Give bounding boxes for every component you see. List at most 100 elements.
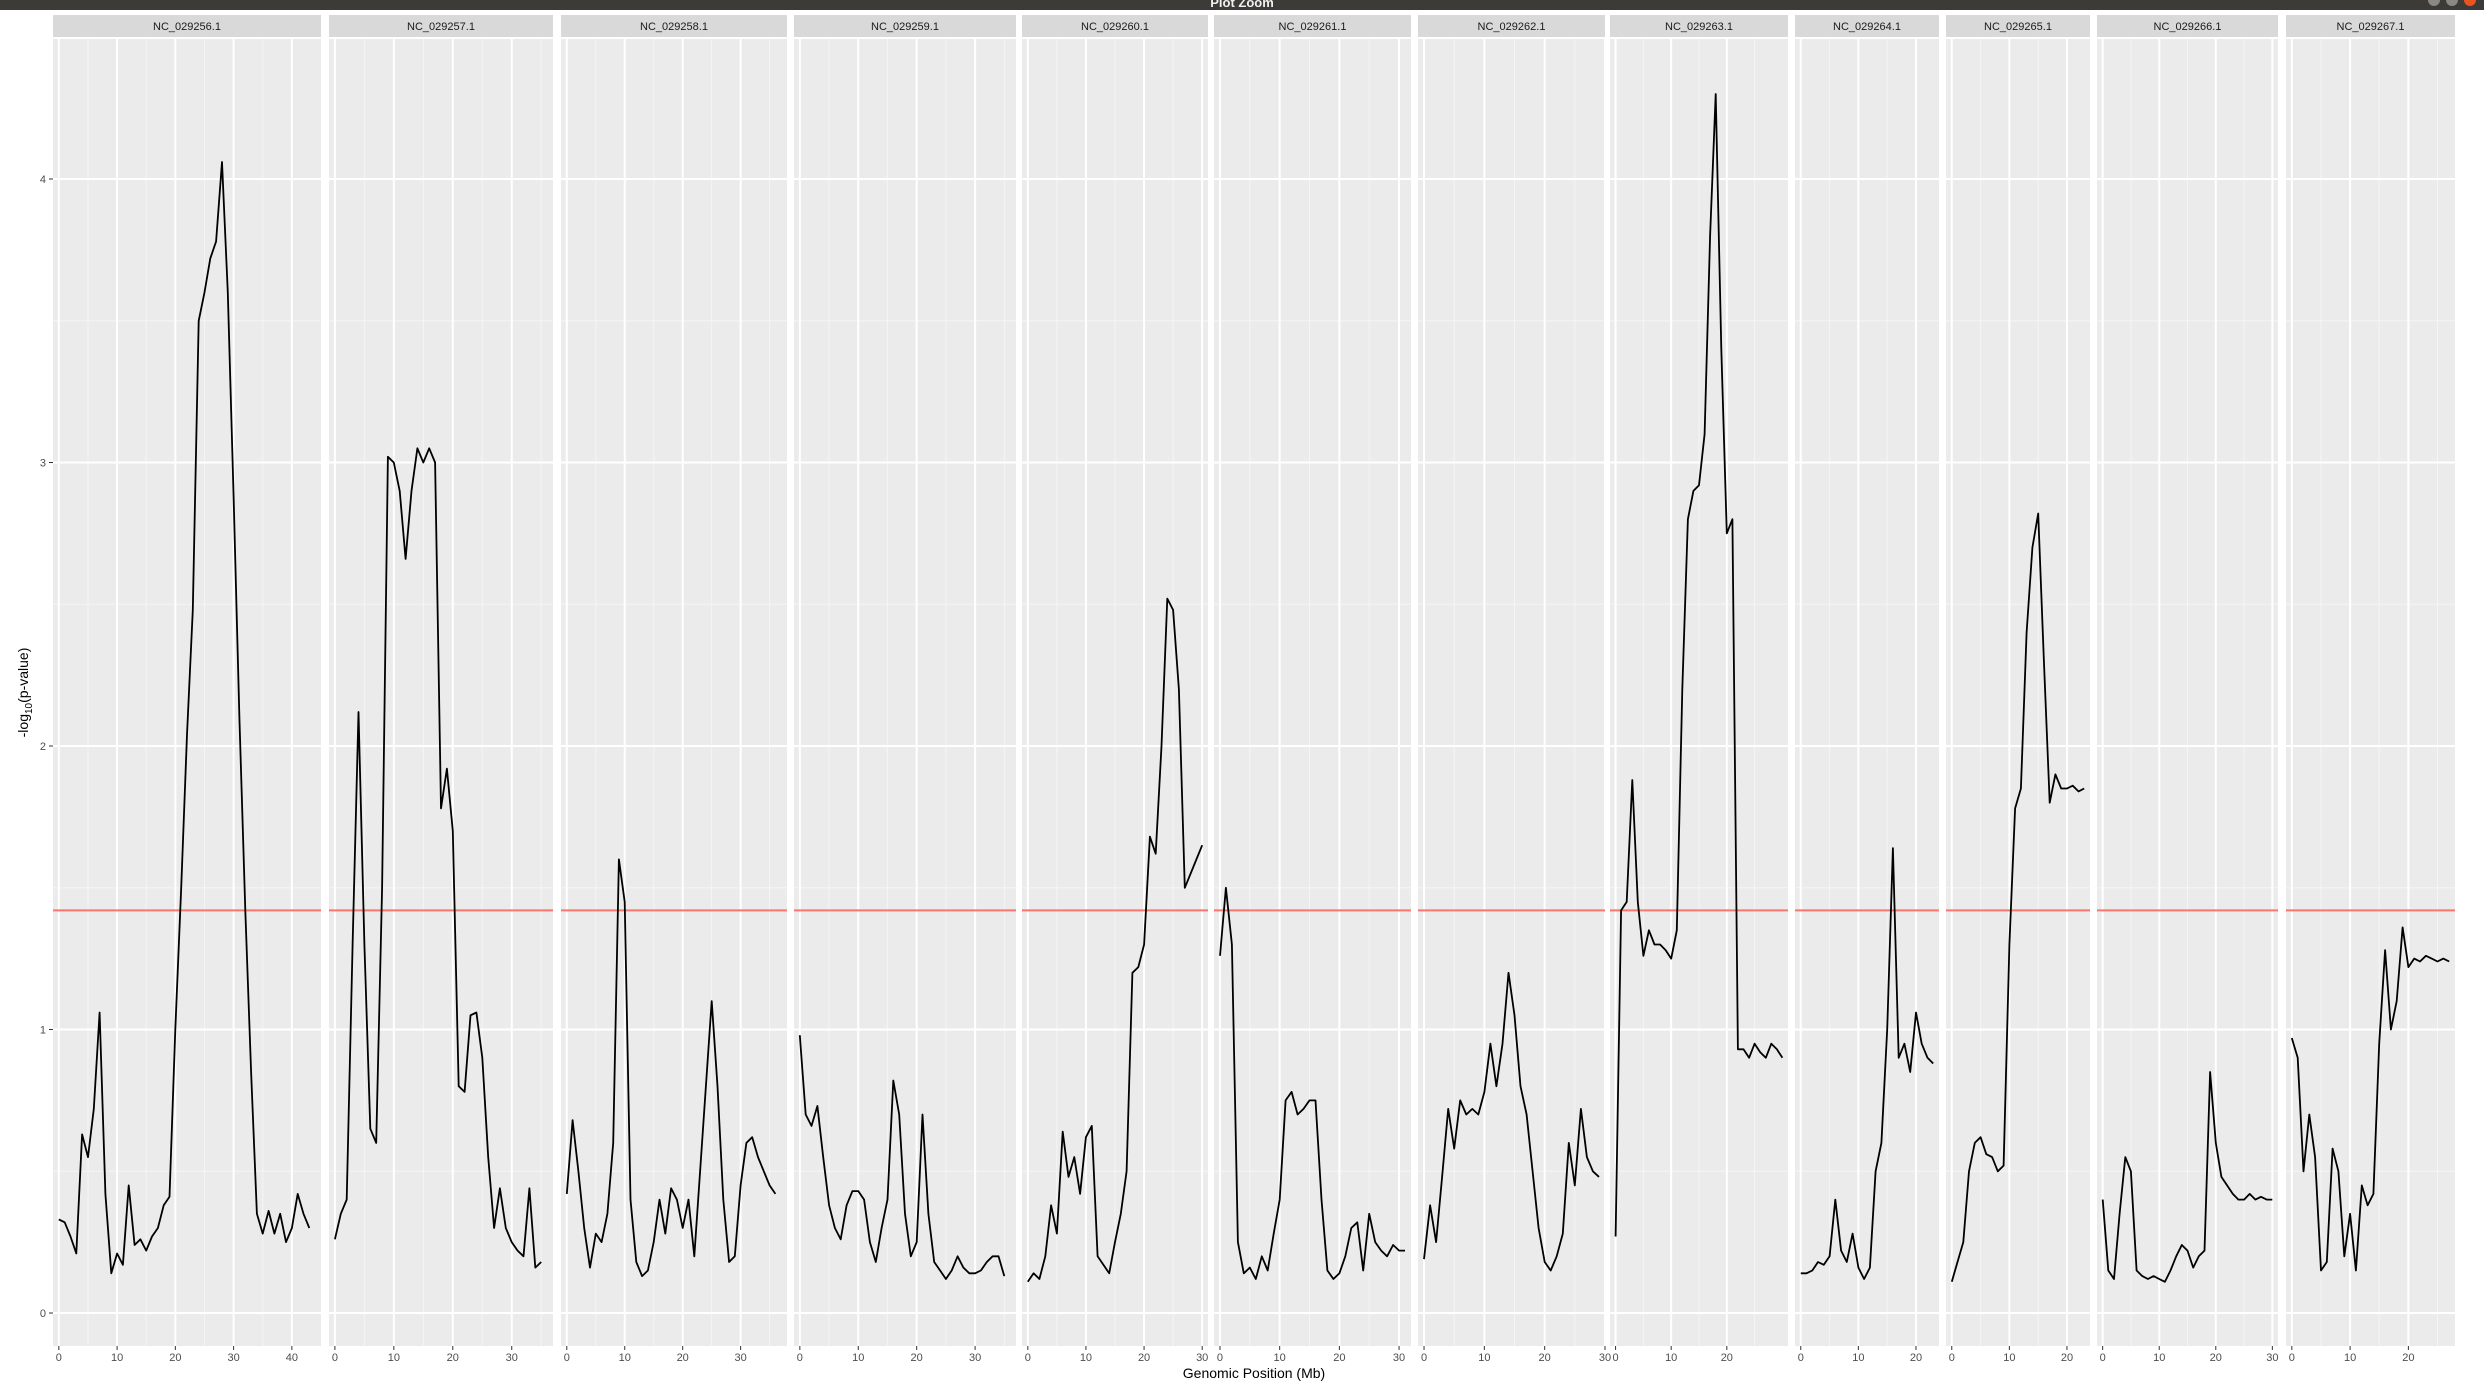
x-tick-label: 20 <box>169 1352 181 1364</box>
facet-strip-label: NC_029259.1 <box>871 21 939 33</box>
x-tick-label: 0 <box>1949 1352 1955 1364</box>
x-tick-label: 10 <box>388 1352 400 1364</box>
panel-background <box>2286 39 2455 1346</box>
facet-strip-label: NC_029264.1 <box>1833 21 1901 33</box>
x-tick-label: 40 <box>286 1352 298 1364</box>
x-tick-label: 10 <box>1852 1352 1864 1364</box>
x-tick-label: 30 <box>1196 1352 1208 1364</box>
x-tick-label: 0 <box>564 1352 570 1364</box>
facet-strip-label: NC_029267.1 <box>2337 21 2405 33</box>
facet-strip <box>561 15 787 37</box>
x-tick-label: 0 <box>332 1352 338 1364</box>
x-tick-label: 0 <box>1025 1352 1031 1364</box>
facet-strip-label: NC_029266.1 <box>2154 21 2222 33</box>
x-tick-label: 0 <box>2289 1352 2295 1364</box>
facet-NC_029266.1: NC_029266.1 0 10 20 30 <box>2097 15 2278 1364</box>
facet-strip <box>1418 15 1605 37</box>
facet-NC_029261.1: NC_029261.1 0 10 20 30 <box>1214 15 1411 1364</box>
x-tick-label: 0 <box>56 1352 62 1364</box>
panel-background <box>1795 39 1939 1346</box>
x-tick-label: 30 <box>969 1352 981 1364</box>
facet-NC_029262.1: NC_029262.1 0 10 20 30 <box>1418 15 1611 1364</box>
x-tick-label: 30 <box>1393 1352 1405 1364</box>
series-line <box>1614 93 1784 1237</box>
x-tick-label: 20 <box>2210 1352 2222 1364</box>
series-line <box>1219 886 1405 1280</box>
facet-strip-label: NC_029262.1 <box>1478 21 1546 33</box>
x-tick-label: 10 <box>1665 1352 1677 1364</box>
facet-strip-label: NC_029260.1 <box>1081 21 1149 33</box>
series-line <box>2101 1071 2273 1283</box>
y-axis-title-suffix: (p-value) <box>15 648 31 703</box>
facet-strip-label: NC_029261.1 <box>1279 21 1347 33</box>
series-line <box>1950 512 2085 1283</box>
x-tick-label: 10 <box>1478 1352 1490 1364</box>
facet-strip <box>1946 15 2090 37</box>
facet-strip <box>2286 15 2455 37</box>
x-tick-label: 10 <box>2344 1352 2356 1364</box>
y-axis-title-prefix: -log <box>15 714 31 737</box>
x-tick-label: 20 <box>677 1352 689 1364</box>
facet-NC_029260.1: NC_029260.1 0 10 20 30 <box>1022 15 1208 1364</box>
facet-NC_029264.1: NC_029264.1 0 10 20 <box>1795 15 1939 1364</box>
y-tick-label: 4 <box>40 174 46 186</box>
facet-NC_029258.1: NC_029258.1 0 10 20 30 <box>561 15 787 1364</box>
facet-NC_029267.1: NC_029267.1 0 10 20 <box>2286 15 2455 1364</box>
facet-strip-label: NC_029257.1 <box>407 21 475 33</box>
facet-strip <box>329 15 553 37</box>
x-tick-label: 30 <box>1599 1352 1611 1364</box>
facet-strip <box>53 15 321 37</box>
x-tick-label: 20 <box>1539 1352 1551 1364</box>
series-line <box>2290 926 2450 1272</box>
minimize-button[interactable] <box>2428 0 2440 6</box>
y-tick-label: 0 <box>40 1308 46 1320</box>
x-tick-label: 30 <box>735 1352 747 1364</box>
x-tick-label: 20 <box>1721 1352 1733 1364</box>
x-tick-label: 10 <box>2003 1352 2015 1364</box>
facet-NC_029259.1: NC_029259.1 0 10 20 30 <box>794 15 1016 1364</box>
y-axis-title: -log10(p-value) <box>15 648 35 738</box>
facet-NC_029265.1: NC_029265.1 0 10 20 <box>1946 15 2090 1364</box>
x-tick-label: 30 <box>506 1352 518 1364</box>
x-tick-label: 0 <box>1798 1352 1804 1364</box>
x-tick-label: 20 <box>1333 1352 1345 1364</box>
facet-strip <box>1795 15 1939 37</box>
x-tick-label: 10 <box>619 1352 631 1364</box>
x-tick-label: 10 <box>1080 1352 1092 1364</box>
y-axis-title-subscript: 10 <box>24 702 35 714</box>
panel-background <box>1418 39 1605 1346</box>
series-line <box>1423 971 1600 1272</box>
facet-strip <box>2097 15 2278 37</box>
facet-strip <box>1214 15 1411 37</box>
series-line <box>58 161 311 1275</box>
panel-background <box>329 39 553 1346</box>
x-tick-label: 10 <box>1274 1352 1286 1364</box>
series-line <box>1027 597 1204 1283</box>
maximize-button[interactable] <box>2446 0 2458 6</box>
window-title: Plot Zoom <box>1210 0 1274 10</box>
x-tick-label: 10 <box>111 1352 123 1364</box>
x-tick-label: 0 <box>2100 1352 2106 1364</box>
panel-background <box>561 39 787 1346</box>
x-tick-label: 20 <box>447 1352 459 1364</box>
x-tick-label: 0 <box>1217 1352 1223 1364</box>
x-axis-title: Genomic Position (Mb) <box>1183 1365 1325 1381</box>
series-line <box>334 447 542 1269</box>
x-tick-label: 0 <box>1613 1352 1619 1364</box>
facet-strip-label: NC_029265.1 <box>1984 21 2052 33</box>
facet-NC_029263.1: NC_029263.1 0 10 20 <box>1610 15 1788 1364</box>
x-tick-label: 10 <box>2153 1352 2165 1364</box>
x-tick-label: 20 <box>911 1352 923 1364</box>
y-tick-label: 1 <box>40 1025 46 1037</box>
x-tick-label: 0 <box>797 1352 803 1364</box>
y-tick-label: 2 <box>40 741 46 753</box>
y-axis: 0 1 2 3 4 <box>40 174 53 1320</box>
panel-background <box>53 39 321 1346</box>
series-line <box>1800 847 1934 1280</box>
panel-background <box>1946 39 2090 1346</box>
facet-strip <box>1022 15 1208 37</box>
close-button[interactable] <box>2464 0 2476 6</box>
y-tick-label: 3 <box>40 458 46 470</box>
